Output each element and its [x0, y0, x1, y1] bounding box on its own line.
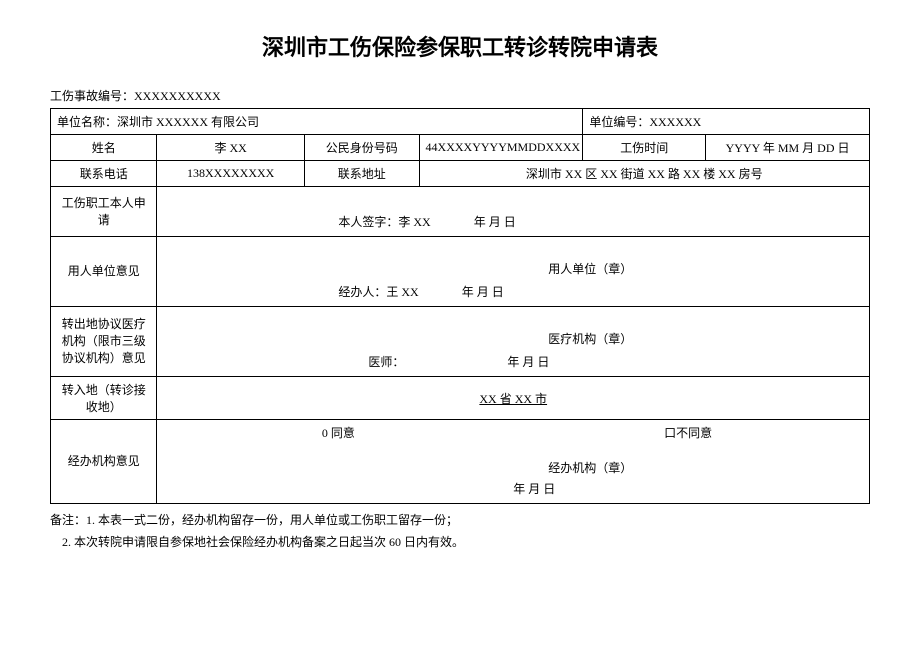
agency-stamp: 经办机构（章） [163, 459, 863, 476]
company-code-label: 单位编号： [589, 115, 649, 129]
employer-row: 用人单位意见 用人单位（章） 经办人：王 XX 年 月 日 [51, 237, 870, 307]
hospital-row: 转出地协议医疗机构（限市三级协议机构）意见 医疗机构（章） 医师： 年 月 日 [51, 307, 870, 377]
addr-value: 深圳市 XX 区 XX 街道 XX 路 XX 楼 XX 房号 [419, 161, 869, 187]
employer-content: 用人单位（章） 经办人：王 XX 年 月 日 [157, 237, 870, 307]
company-code-cell: 单位编号：XXXXXX [583, 109, 870, 135]
phone-label: 联系电话 [51, 161, 157, 187]
company-name-label: 单位名称： [57, 115, 117, 129]
hospital-content: 医疗机构（章） 医师： 年 月 日 [157, 307, 870, 377]
agency-date: 年 月 日 [163, 480, 863, 497]
form-table: 单位名称：深圳市 XXXXXX 有限公司 单位编号：XXXXXX 姓名 李 XX… [50, 108, 870, 504]
hospital-label: 转出地协议医疗机构（限市三级协议机构）意见 [51, 307, 157, 377]
hospital-stamp: 医疗机构（章） [163, 330, 863, 347]
note-2: 2. 本次转院申请限自参保地社会保险经办机构备案之日起当次 60 日内有效。 [50, 532, 870, 554]
self-apply-label: 工伤职工本人申请 [51, 187, 157, 237]
name-label: 姓名 [51, 135, 157, 161]
accident-no-value: XXXXXXXXXX [134, 89, 221, 103]
self-apply-row: 工伤职工本人申请 本人签字：李 XX 年 月 日 [51, 187, 870, 237]
employer-stamp: 用人单位（章） [163, 260, 863, 277]
self-sign: 本人签字：李 XX [338, 213, 430, 230]
disagree-option: 口不同意 [513, 424, 863, 441]
destination-value-text: XX 省 XX 市 [479, 392, 547, 406]
id-label: 公民身份号码 [304, 135, 419, 161]
id-value: 44XXXXYYYYMMDDXXXX [419, 135, 583, 161]
company-row: 单位名称：深圳市 XXXXXX 有限公司 单位编号：XXXXXX [51, 109, 870, 135]
employer-date: 年 月 日 [462, 283, 504, 300]
notes: 备注：1. 本表一式二份，经办机构留存一份，用人单位或工伤职工留存一份； 2. … [50, 510, 870, 553]
contact-row: 联系电话 138XXXXXXXX 联系地址 深圳市 XX 区 XX 街道 XX … [51, 161, 870, 187]
destination-value: XX 省 XX 市 [157, 377, 870, 420]
name-value: 李 XX [157, 135, 304, 161]
phone-value: 138XXXXXXXX [157, 161, 304, 187]
agree-option: 0 同意 [163, 424, 513, 441]
hospital-handler: 医师： [368, 353, 404, 370]
employer-handler: 经办人：王 XX [338, 283, 418, 300]
page-title: 深圳市工伤保险参保职工转诊转院申请表 [50, 30, 870, 62]
hospital-date: 年 月 日 [507, 353, 549, 370]
self-date: 年 月 日 [474, 213, 516, 230]
accident-no-label: 工伤事故编号： [50, 89, 134, 103]
employer-label: 用人单位意见 [51, 237, 157, 307]
agency-row: 经办机构意见 0 同意 口不同意 经办机构（章） 年 月 日 [51, 420, 870, 504]
company-name-value: 深圳市 XXXXXX 有限公司 [117, 115, 259, 129]
injury-time-value: YYYY 年 MM 月 DD 日 [706, 135, 870, 161]
addr-label: 联系地址 [304, 161, 419, 187]
company-code-value: XXXXXX [649, 115, 701, 129]
accident-number: 工伤事故编号：XXXXXXXXXX [50, 87, 870, 104]
destination-label: 转入地（转诊接收地） [51, 377, 157, 420]
company-name-cell: 单位名称：深圳市 XXXXXX 有限公司 [51, 109, 583, 135]
destination-row: 转入地（转诊接收地） XX 省 XX 市 [51, 377, 870, 420]
agency-content: 0 同意 口不同意 经办机构（章） 年 月 日 [157, 420, 870, 504]
person-row: 姓名 李 XX 公民身份号码 44XXXXYYYYMMDDXXXX 工伤时间 Y… [51, 135, 870, 161]
injury-time-label: 工伤时间 [583, 135, 706, 161]
note-1: 备注：1. 本表一式二份，经办机构留存一份，用人单位或工伤职工留存一份； [50, 510, 870, 532]
self-apply-content: 本人签字：李 XX 年 月 日 [157, 187, 870, 237]
agency-label: 经办机构意见 [51, 420, 157, 504]
